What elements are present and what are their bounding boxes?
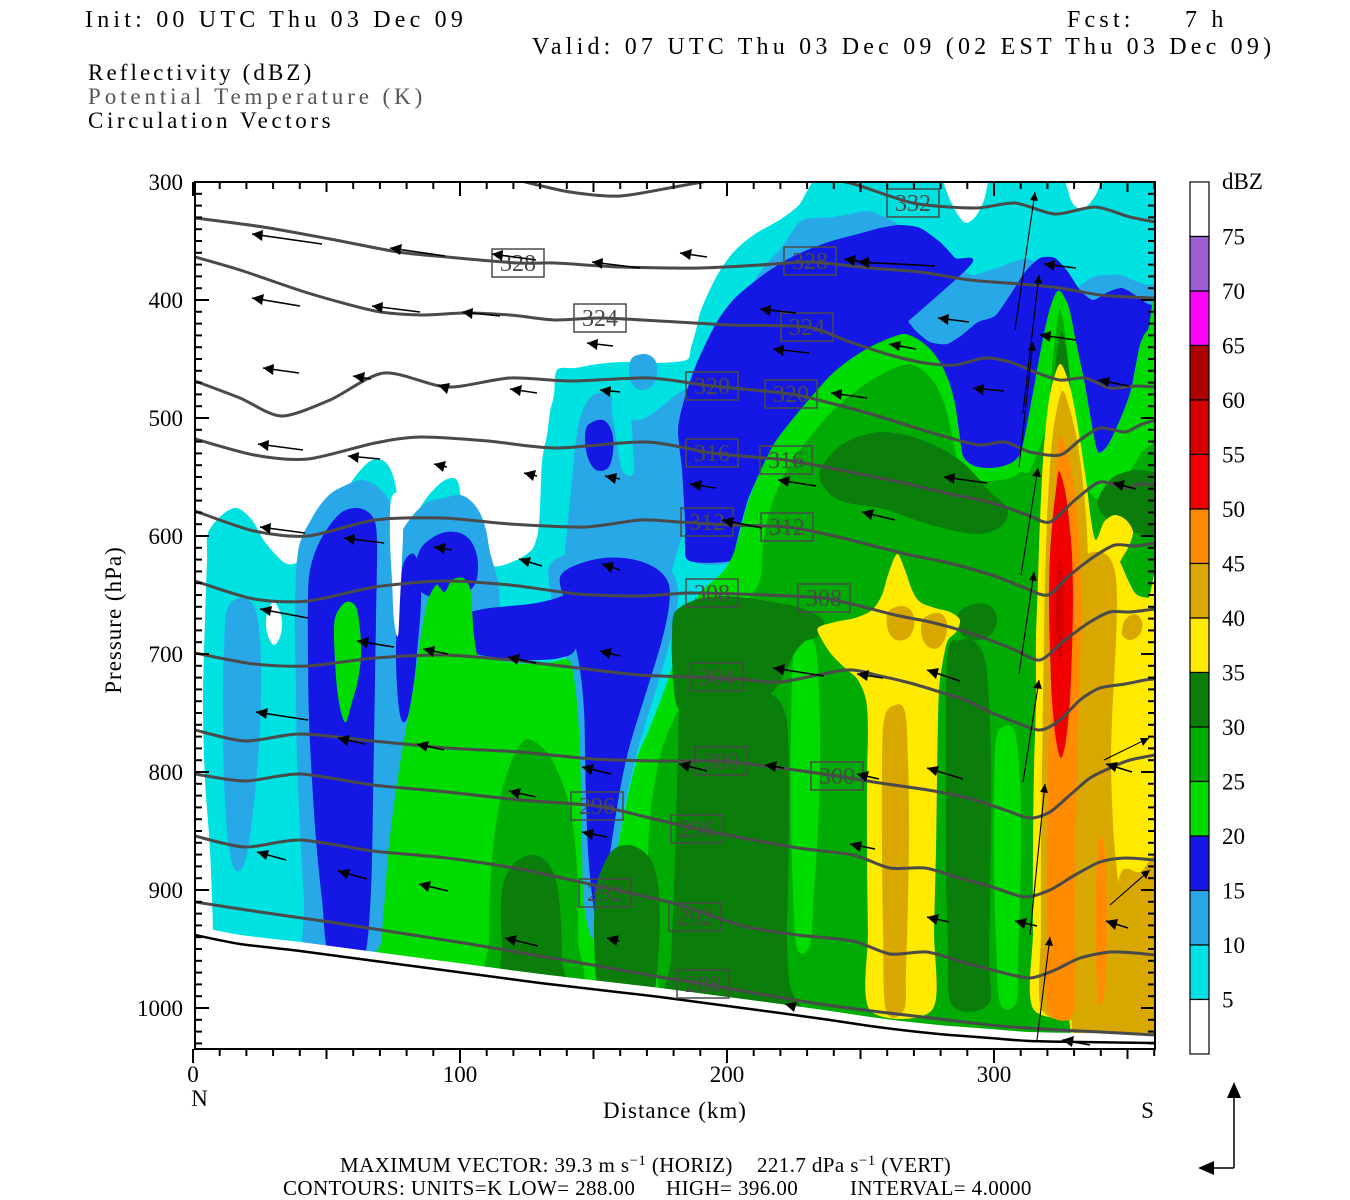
svg-text:308: 308 xyxy=(694,581,730,607)
svg-text:60: 60 xyxy=(1222,388,1245,413)
svg-text:MAXIMUM VECTOR: 39.3 m s−1 (H: MAXIMUM VECTOR: 39.3 m s−1 (HORIZ) xyxy=(340,1153,733,1177)
svg-text:300: 300 xyxy=(977,1062,1012,1087)
svg-text:300: 300 xyxy=(819,764,855,790)
svg-text:70: 70 xyxy=(1222,279,1245,304)
svg-text:304: 304 xyxy=(699,665,735,691)
svg-text:50: 50 xyxy=(1222,497,1245,522)
svg-text:316: 316 xyxy=(694,441,730,467)
svg-text:INTERVAL= 4.0000: INTERVAL= 4.0000 xyxy=(850,1176,1032,1200)
svg-text:292: 292 xyxy=(587,881,623,907)
svg-text:600: 600 xyxy=(149,524,184,549)
svg-text:Init: 00 UTC Thu 03 Dec 09: Init: 00 UTC Thu 03 Dec 09 xyxy=(85,7,467,33)
svg-text:324: 324 xyxy=(789,315,825,341)
svg-text:40: 40 xyxy=(1222,606,1245,631)
svg-text:296: 296 xyxy=(679,817,715,843)
svg-text:328: 328 xyxy=(500,251,536,277)
svg-text:Reflectivity (dBZ): Reflectivity (dBZ) xyxy=(88,60,314,85)
svg-text:324: 324 xyxy=(582,306,618,332)
svg-text:1000: 1000 xyxy=(137,996,183,1021)
svg-text:Pressure (hPa): Pressure (hPa) xyxy=(101,546,126,694)
svg-text:288: 288 xyxy=(685,972,721,998)
svg-text:296: 296 xyxy=(579,794,615,820)
svg-text:dBZ: dBZ xyxy=(1222,169,1263,194)
svg-text:300: 300 xyxy=(703,749,739,775)
svg-text:10: 10 xyxy=(1222,933,1245,958)
svg-text:65: 65 xyxy=(1222,334,1245,359)
svg-text:N: N xyxy=(191,1086,209,1111)
svg-text:Fcst:: Fcst: xyxy=(1067,7,1135,33)
svg-text:700: 700 xyxy=(149,642,184,667)
svg-text:45: 45 xyxy=(1222,552,1245,577)
svg-text:500: 500 xyxy=(149,406,184,431)
svg-text:292: 292 xyxy=(677,905,713,931)
svg-text:7 h: 7 h xyxy=(1185,7,1228,33)
svg-text:CONTOURS: UNITS=K LOW= 288.: CONTOURS: UNITS=K LOW= 288.00 xyxy=(283,1176,635,1200)
svg-text:320: 320 xyxy=(773,382,809,408)
svg-text:100: 100 xyxy=(443,1062,478,1087)
svg-text:200: 200 xyxy=(710,1062,745,1087)
svg-text:Valid: 07 UTC Thu 03 Dec 09 (0: Valid: 07 UTC Thu 03 Dec 09 (02 EST Thu … xyxy=(532,34,1275,60)
svg-text:75: 75 xyxy=(1222,225,1245,250)
svg-text:221.7 dPa s−1 (VERT): 221.7 dPa s−1 (VERT) xyxy=(757,1153,951,1177)
svg-text:316: 316 xyxy=(768,448,804,474)
svg-text:800: 800 xyxy=(149,760,184,785)
svg-text:900: 900 xyxy=(149,878,184,903)
svg-text:25: 25 xyxy=(1222,770,1245,795)
svg-text:15: 15 xyxy=(1222,879,1245,904)
svg-text:Circulation Vectors: Circulation Vectors xyxy=(88,108,334,133)
svg-text:328: 328 xyxy=(792,249,828,275)
svg-text:400: 400 xyxy=(149,288,184,313)
svg-text:20: 20 xyxy=(1222,824,1245,849)
svg-text:308: 308 xyxy=(806,586,842,612)
svg-text:Distance (km): Distance (km) xyxy=(603,1098,747,1123)
svg-text:0: 0 xyxy=(187,1062,199,1087)
svg-text:5: 5 xyxy=(1222,988,1234,1013)
svg-text:Potential Temperature (K): Potential Temperature (K) xyxy=(88,84,426,109)
svg-text:332: 332 xyxy=(895,191,931,217)
svg-text:300: 300 xyxy=(149,170,184,195)
svg-text:30: 30 xyxy=(1222,715,1245,740)
svg-text:55: 55 xyxy=(1222,443,1245,468)
svg-text:312: 312 xyxy=(689,510,725,536)
svg-text:S: S xyxy=(1141,1098,1155,1123)
svg-text:35: 35 xyxy=(1222,661,1245,686)
svg-text:HIGH= 396.00: HIGH= 396.00 xyxy=(666,1176,798,1200)
svg-text:312: 312 xyxy=(769,515,805,541)
svg-text:320: 320 xyxy=(694,374,730,400)
